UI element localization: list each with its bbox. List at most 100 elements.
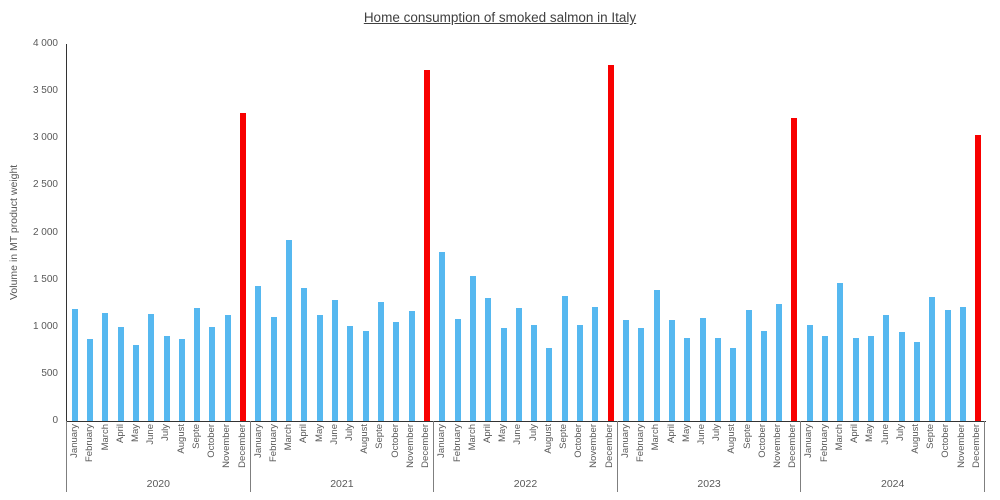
bar-2024-December [975, 135, 982, 421]
bar-slot-2020-May [128, 44, 143, 421]
bar-slot-2021-June [327, 44, 342, 421]
bar-2020-March [102, 312, 109, 421]
bar-slot-2021-January [251, 44, 266, 421]
y-tick-3500: 3 500 [32, 85, 58, 97]
bar-slot-2021-October [389, 44, 404, 421]
bar-group-2022 [435, 44, 619, 421]
bar-2020-May [132, 345, 139, 421]
bar-2020-July [163, 336, 170, 421]
bar-2024-June [883, 315, 890, 421]
label-group-2024: January February March April May June July Augu… [801, 421, 985, 492]
bar-slot-2020-November [220, 44, 235, 421]
bar-2022-June [515, 307, 522, 421]
bar-2022-January [439, 252, 446, 421]
bar-2020-September [194, 307, 201, 421]
bar-2024-July [898, 332, 905, 421]
label-group-2023: January February March April May June July Augu… [618, 421, 802, 492]
year-label-2023: 2023 [697, 478, 721, 490]
bar-group-2021 [251, 44, 435, 421]
bar-slot-2022-March [465, 44, 480, 421]
bar-slot-2022-February [450, 44, 465, 421]
year-label-2020: 2020 [146, 478, 170, 490]
bar-slot-2024-October [940, 44, 955, 421]
bar-2021-July [347, 325, 354, 421]
bar-2022-October [577, 324, 584, 421]
year-label-2024: 2024 [880, 478, 905, 490]
bar-2023-May [684, 337, 691, 421]
bar-slot-2020-March [98, 44, 113, 421]
bar-slot-2021-December [419, 44, 434, 421]
bar-2024-April [852, 337, 859, 421]
y-tick-500: 500 [41, 367, 58, 379]
bar-slot-2023-November [772, 44, 787, 421]
bar-slot-2021-February [266, 44, 281, 421]
bar-slot-2020-January [67, 44, 82, 421]
year-label-2022: 2022 [513, 478, 538, 490]
bar-2020-April [117, 326, 124, 421]
bar-2023-April [668, 320, 675, 421]
bar-slot-2020-June [144, 44, 159, 421]
chart-title: Home consumption of smoked salmon in Ita… [363, 10, 637, 25]
bar-slot-2022-September [557, 44, 572, 421]
plot-area [66, 44, 986, 422]
bar-2024-August [914, 341, 921, 421]
bar-2022-August [546, 348, 553, 421]
bar-slot-2021-November [404, 44, 419, 421]
bar-2024-February [822, 336, 829, 421]
bar-slot-2021-April [297, 44, 312, 421]
bar-slot-2021-September [373, 44, 388, 421]
label-group-2022: January February March April May June July Augu… [434, 421, 618, 492]
bar-2021-March [286, 240, 293, 421]
bar-2020-June [148, 313, 155, 421]
x-axis-label-area: January February March April May June July Augu… [66, 421, 985, 492]
bar-2022-November [592, 306, 599, 421]
bar-slot-2024-November [955, 44, 970, 421]
bar-2024-May [868, 336, 875, 421]
bar-slot-2020-October [205, 44, 220, 421]
bar-2020-January [71, 308, 78, 421]
bar-slot-2024-December [971, 44, 986, 421]
bar-slot-2020-September [190, 44, 205, 421]
bar-slot-2023-August [726, 44, 741, 421]
bar-2022-July [531, 324, 538, 421]
bar-slot-2021-May [312, 44, 327, 421]
bar-slot-2022-October [572, 44, 587, 421]
bar-slot-2024-March [833, 44, 848, 421]
bar-2022-April [485, 298, 492, 421]
bar-2023-January [623, 320, 630, 421]
y-tick-0: 0 [52, 415, 58, 426]
bar-2021-August [362, 330, 369, 421]
bar-2023-June [699, 318, 706, 421]
bar-slot-2022-December [603, 44, 618, 421]
y-tick-1000: 1 000 [32, 320, 58, 332]
bar-2024-October [944, 309, 951, 421]
bar-slot-2022-July [526, 44, 541, 421]
bar-2024-January [806, 324, 813, 421]
y-tick-4000: 4 000 [32, 38, 58, 49]
bar-slot-2023-January [618, 44, 633, 421]
bar-slot-2020-August [174, 44, 189, 421]
bar-group-2024 [802, 44, 986, 421]
bar-group-2023 [618, 44, 802, 421]
bar-2021-September [377, 301, 384, 421]
label-group-2021: January February March April May June July Augu… [251, 421, 435, 492]
bar-2020-February [86, 339, 93, 421]
bar-slot-2021-August [358, 44, 373, 421]
bar-2023-July [714, 337, 721, 421]
bar-slot-2021-March [281, 44, 296, 421]
bar-2023-October [760, 330, 767, 421]
y-tick-1500: 1 500 [32, 273, 58, 285]
bar-2021-October [393, 322, 400, 421]
bar-slot-2024-July [894, 44, 909, 421]
bar-2023-November [776, 304, 783, 421]
bar-slot-2022-January [435, 44, 450, 421]
bar-2024-September [929, 297, 936, 421]
bar-2022-February [454, 319, 461, 421]
bar-slot-2023-February [634, 44, 649, 421]
bar-slot-2020-December [235, 44, 250, 421]
bar-slot-2023-October [756, 44, 771, 421]
bar-2023-March [653, 290, 660, 421]
bar-slot-2022-June [511, 44, 526, 421]
bar-slot-2022-August [542, 44, 557, 421]
